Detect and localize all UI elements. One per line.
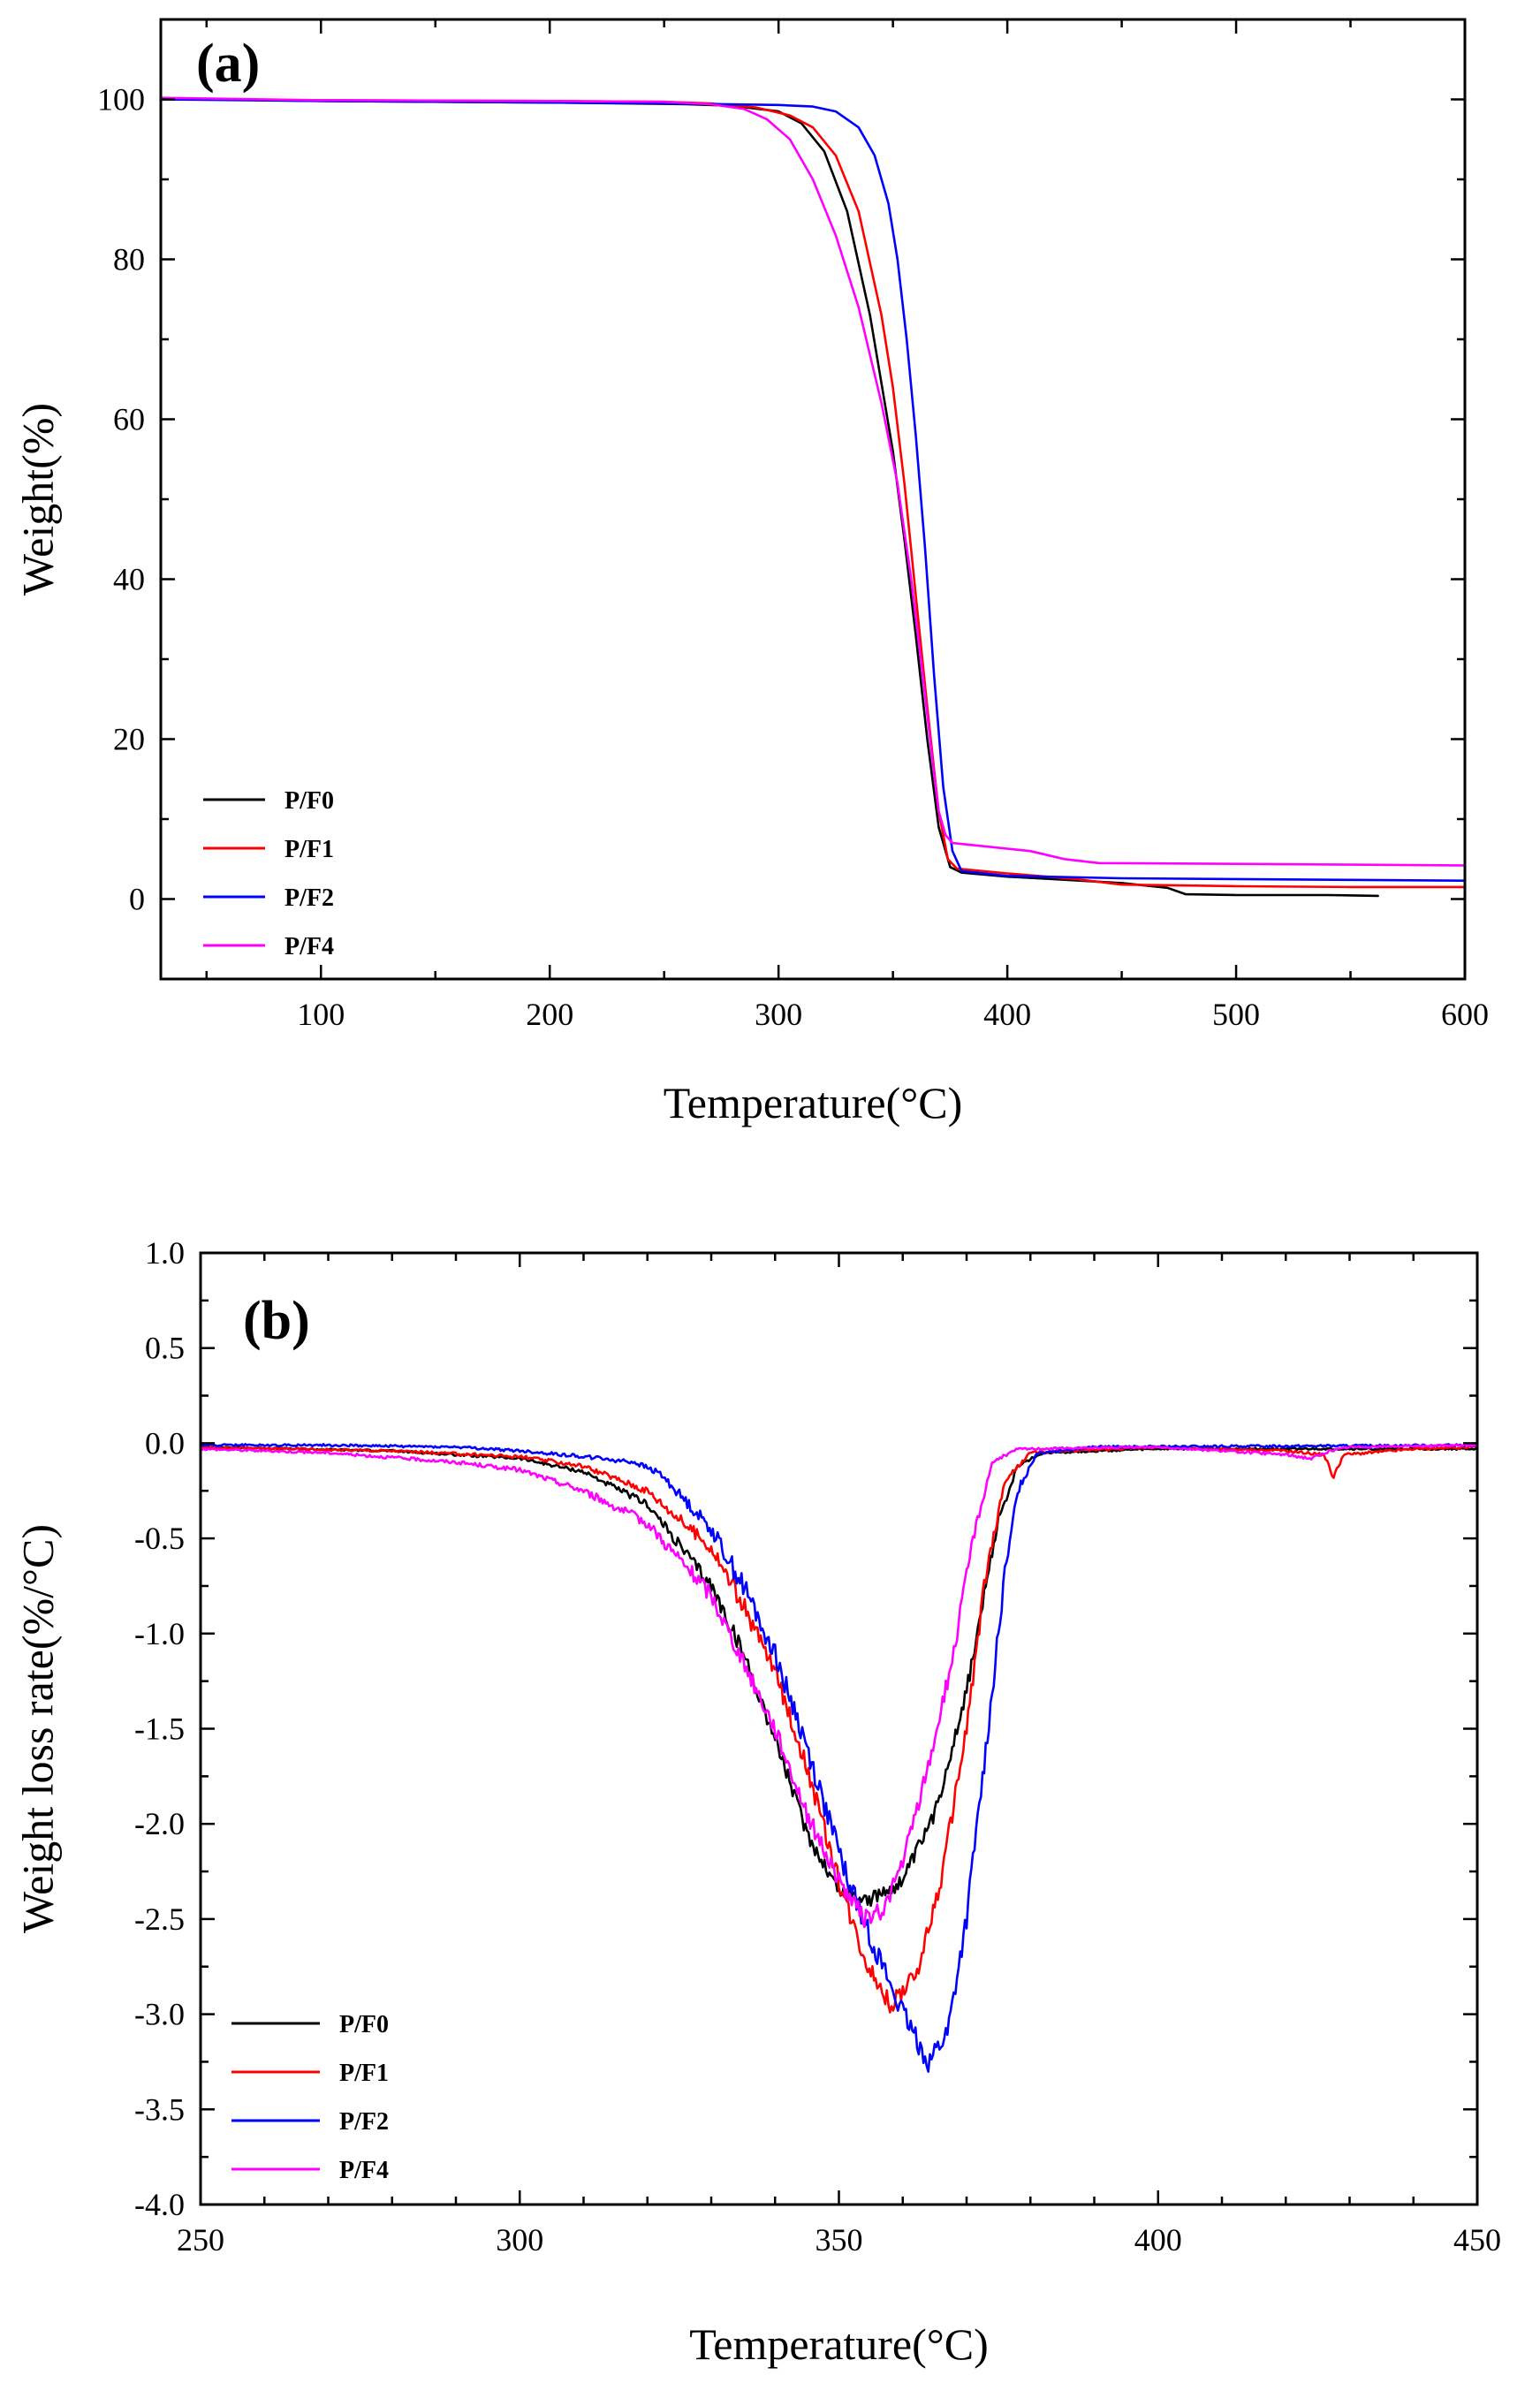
x-tick-label: 450 (1453, 2222, 1501, 2258)
panel-label: (a) (196, 34, 260, 94)
x-tick-label: 600 (1441, 997, 1489, 1032)
legend-label: P/F2 (339, 2108, 389, 2136)
legend: P/F0 P/F1 P/F2 P/F4 (231, 2011, 389, 2184)
legend-label: P/F2 (284, 884, 334, 912)
x-tick-label: 400 (983, 997, 1031, 1032)
series-line-p-f4 (161, 96, 1465, 867)
y-tick-label: 0.5 (145, 1331, 185, 1366)
series-line-p-f1 (201, 1445, 1477, 2014)
x-tick-label: 200 (526, 997, 573, 1032)
legend-label: P/F1 (284, 836, 334, 863)
y-tick-label: 1.0 (145, 1235, 185, 1271)
series-line-p-f0 (161, 97, 1379, 898)
y-tick-label: -0.5 (134, 1521, 185, 1556)
series-line-p-f2 (201, 1443, 1477, 2073)
x-axis-title: Temperature(°C) (664, 1078, 963, 1127)
y-tick-label: -2.0 (134, 1806, 185, 1841)
panel-label: (b) (243, 1291, 310, 1351)
y-tick-label: 40 (113, 562, 145, 597)
y-tick-label: -4.0 (134, 2187, 185, 2222)
chart-panel-b: 250 300 350 400 450 -4.0 -3.5 -3.0 -2.5 -2.0 -1.5 -… (12, 1235, 1501, 2369)
y-axis-title: Weight loss rate(%/°C) (12, 1524, 62, 1933)
y-tick-label: 80 (113, 242, 145, 277)
series-line-p-f4 (201, 1443, 1477, 1929)
series-line-p-f0 (201, 1445, 1477, 1908)
x-tick-label: 300 (496, 2222, 543, 2258)
chart-panel-a: 100 200 300 400 500 600 0 20 40 60 80 100 Temperatur… (12, 18, 1489, 1127)
series-lines (201, 1443, 1477, 2073)
y-tick-label: 0.0 (145, 1425, 185, 1461)
y-tick-label: -1.5 (134, 1711, 185, 1747)
plot-frame (199, 1251, 1479, 2206)
legend-label: P/F1 (339, 2060, 389, 2087)
x-tick-label: 350 (816, 2222, 863, 2258)
y-tick-label: 60 (113, 402, 145, 437)
x-tick-label: 500 (1212, 997, 1260, 1032)
series-lines (161, 96, 1465, 898)
y-tick-label: 20 (113, 722, 145, 757)
y-tick-label: -3.5 (134, 2091, 185, 2127)
y-tick-label: 100 (97, 82, 145, 118)
series-line-p-f1 (161, 98, 1465, 889)
x-tick-label: 300 (755, 997, 802, 1032)
y-axis-title: Weight(%) (12, 403, 62, 596)
y-tick-label: -1.0 (134, 1616, 185, 1651)
x-axis-title: Temperature(°C) (689, 2319, 989, 2369)
plot-frame (159, 18, 1467, 981)
legend: P/F0 P/F1 P/F2 P/F4 (203, 787, 334, 960)
x-tick-label: 250 (177, 2222, 224, 2258)
y-tick-label: 0 (129, 882, 145, 917)
legend-label: P/F0 (284, 787, 334, 815)
x-tick-label: 400 (1134, 2222, 1182, 2258)
x-tick-label: 100 (297, 997, 345, 1032)
legend-label: P/F4 (284, 933, 334, 960)
series-line-p-f2 (161, 98, 1465, 882)
legend-label: P/F0 (339, 2011, 389, 2038)
y-tick-label: -3.0 (134, 1997, 185, 2032)
legend-label: P/F4 (339, 2157, 389, 2184)
y-tick-label: -2.5 (134, 1901, 185, 1937)
